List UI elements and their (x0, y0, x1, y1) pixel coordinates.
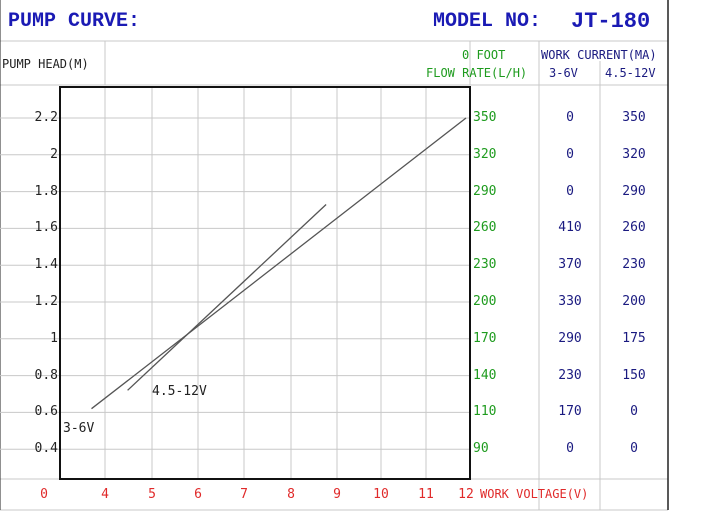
current-4-5-12v-cell: 350 (622, 110, 646, 125)
x-tick-label: 12 (458, 487, 474, 502)
flow-tick-label: 320 (473, 146, 497, 162)
x-axis-label: WORK VOLTAGE(V) (480, 487, 589, 501)
y-tick-label: 0.8 (34, 367, 58, 383)
column-3-6v: 3-6V (549, 66, 578, 80)
flow-tick-label: 110 (473, 404, 497, 420)
flow-tick-label: 200 (473, 294, 497, 309)
x-tick-label: 10 (373, 487, 389, 502)
current-4-5-12v-cell: 230 (622, 257, 646, 273)
pump-head-label: PUMP HEAD(M) (2, 57, 89, 71)
series-label-3-6v: 3-6V (63, 421, 95, 436)
current-4-5-12v-cell: 0 (630, 404, 638, 420)
flow-tick-label: 90 (473, 441, 489, 457)
series-line-0 (91, 117, 467, 410)
current-4-5-12v-cell: 150 (622, 367, 646, 383)
x-tick-label: 4 (101, 487, 109, 502)
flow-tick-label: 260 (473, 220, 497, 236)
y-tick-label: 2 (50, 146, 58, 162)
current-4-5-12v-cell: 320 (622, 146, 646, 162)
current-4-5-12v-cell: 260 (622, 220, 646, 236)
work-current-label: WORK CURRENT(MA) (541, 48, 657, 62)
page-title: PUMP CURVE: (8, 10, 141, 33)
current-4-5-12v-cell: 200 (622, 294, 646, 309)
current-3-6v-cell: 370 (558, 257, 582, 273)
y-tick-label: 1.2 (34, 294, 58, 309)
y-tick-label: 0.6 (34, 404, 58, 420)
y-tick-label: 1 (50, 330, 58, 346)
model-value: JT-180 (571, 9, 651, 34)
current-3-6v-cell: 0 (566, 183, 574, 199)
flow-tick-label: 140 (473, 367, 497, 383)
flow-tick-label: 170 (473, 330, 497, 346)
flow-tick-label: 230 (473, 257, 497, 273)
current-3-6v-cell: 330 (558, 294, 582, 309)
y-tick-label: 1.6 (34, 220, 58, 236)
current-4-5-12v-cell: 290 (622, 183, 646, 199)
current-3-6v-cell: 0 (566, 146, 574, 162)
model-label: MODEL NO: (433, 10, 542, 33)
x-tick-label: 11 (418, 487, 434, 502)
y-tick-label: 2.2 (34, 110, 58, 125)
current-4-5-12v-cell: 175 (622, 330, 646, 346)
zero-foot-label: 0 FOOT (462, 48, 506, 62)
x-tick-label: 7 (240, 487, 248, 502)
x-tick-label: 0 (40, 487, 48, 502)
current-3-6v-cell: 0 (566, 110, 574, 125)
current-3-6v-cell: 170 (558, 404, 582, 420)
current-3-6v-cell: 0 (566, 441, 574, 457)
flow-tick-label: 290 (473, 183, 497, 199)
x-tick-label: 5 (148, 487, 156, 502)
current-4-5-12v-cell: 0 (630, 441, 638, 457)
y-tick-label: 0.4 (34, 441, 58, 457)
x-tick-label: 8 (287, 487, 295, 502)
x-tick-label: 9 (333, 487, 341, 502)
flow-tick-label: 350 (473, 110, 497, 125)
x-tick-label: 6 (194, 487, 202, 502)
flow-rate-label: FLOW RATE(L/H) (426, 66, 528, 80)
column-4-5-12v: 4.5-12V (605, 66, 656, 80)
y-tick-label: 1.4 (34, 257, 58, 273)
y-tick-label: 1.8 (34, 183, 58, 199)
series-label-4-5-12v: 4.5-12V (152, 384, 207, 399)
current-3-6v-cell: 290 (558, 330, 582, 346)
series-line-1 (127, 204, 327, 391)
current-3-6v-cell: 410 (558, 220, 582, 236)
current-3-6v-cell: 230 (558, 367, 582, 383)
